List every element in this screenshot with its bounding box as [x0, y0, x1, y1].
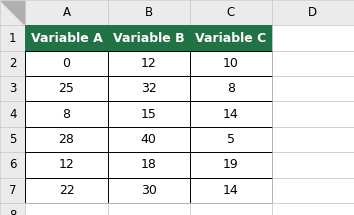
Bar — [108, 101, 190, 127]
Text: 2: 2 — [9, 57, 17, 70]
Text: 6: 6 — [9, 158, 17, 171]
Text: 10: 10 — [223, 57, 239, 70]
Text: 30: 30 — [141, 184, 156, 197]
Bar — [0, 51, 25, 76]
Bar — [108, 203, 190, 215]
Bar — [25, 152, 108, 178]
Bar — [25, 25, 108, 51]
Bar — [25, 51, 108, 76]
Bar — [272, 178, 354, 203]
Bar — [25, 0, 108, 25]
Text: 14: 14 — [223, 184, 239, 197]
Bar — [190, 25, 272, 51]
Text: 12: 12 — [141, 57, 156, 70]
Text: 0: 0 — [63, 57, 70, 70]
Text: 7: 7 — [9, 184, 17, 197]
Bar — [190, 127, 272, 152]
Text: 1: 1 — [9, 32, 17, 45]
Bar — [190, 152, 272, 178]
Bar — [190, 76, 272, 101]
Text: 5: 5 — [9, 133, 16, 146]
Text: 32: 32 — [141, 82, 156, 95]
Bar — [25, 76, 108, 101]
Bar — [272, 51, 354, 76]
Text: Variable A: Variable A — [31, 32, 102, 45]
Bar — [190, 0, 272, 25]
Bar — [108, 25, 190, 51]
Bar — [0, 0, 25, 25]
Bar — [108, 152, 190, 178]
Bar — [108, 178, 190, 203]
Bar — [0, 178, 25, 203]
Bar — [272, 127, 354, 152]
Text: Variable B: Variable B — [113, 32, 184, 45]
Bar — [25, 101, 108, 127]
Text: 8: 8 — [9, 209, 16, 215]
Bar — [272, 25, 354, 51]
Bar — [0, 76, 25, 101]
Text: D: D — [308, 6, 318, 19]
Bar — [272, 76, 354, 101]
Bar — [25, 178, 108, 203]
Text: 40: 40 — [141, 133, 156, 146]
Bar — [190, 101, 272, 127]
Bar — [108, 0, 190, 25]
Bar — [272, 203, 354, 215]
Bar — [0, 25, 25, 51]
Text: B: B — [145, 6, 153, 19]
Bar — [0, 127, 25, 152]
Text: C: C — [227, 6, 235, 19]
Text: Variable C: Variable C — [195, 32, 267, 45]
Bar — [190, 178, 272, 203]
Text: 19: 19 — [223, 158, 239, 171]
Text: 5: 5 — [227, 133, 235, 146]
Text: 14: 14 — [223, 108, 239, 121]
Bar — [108, 51, 190, 76]
Text: 28: 28 — [59, 133, 74, 146]
Bar — [272, 152, 354, 178]
Bar — [0, 101, 25, 127]
Bar — [25, 127, 108, 152]
Bar — [0, 152, 25, 178]
Text: 25: 25 — [59, 82, 74, 95]
Text: 15: 15 — [141, 108, 156, 121]
Bar — [190, 51, 272, 76]
Text: 12: 12 — [59, 158, 74, 171]
Bar — [272, 101, 354, 127]
Bar — [25, 203, 108, 215]
Text: A: A — [63, 6, 70, 19]
Text: 8: 8 — [63, 108, 70, 121]
Text: 22: 22 — [59, 184, 74, 197]
Bar — [108, 127, 190, 152]
Polygon shape — [1, 1, 24, 24]
Text: 8: 8 — [227, 82, 235, 95]
Bar — [0, 203, 25, 215]
Bar — [108, 76, 190, 101]
Bar — [272, 0, 354, 25]
Bar — [190, 203, 272, 215]
Text: 4: 4 — [9, 108, 17, 121]
Text: 3: 3 — [9, 82, 16, 95]
Text: 18: 18 — [141, 158, 156, 171]
